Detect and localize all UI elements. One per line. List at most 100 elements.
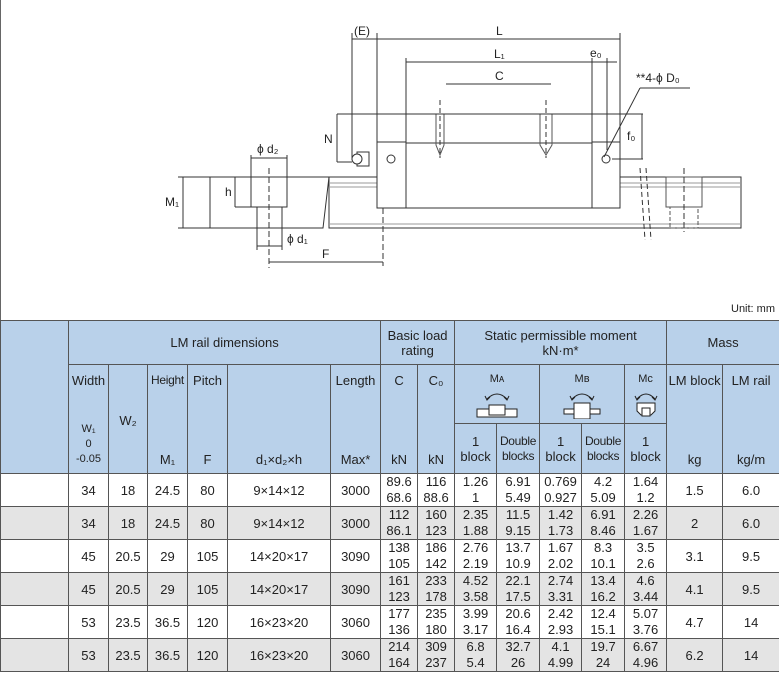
- mc-upper: 5.07: [632, 606, 659, 622]
- lm-block-label: LM block: [668, 373, 721, 388]
- length-max-label: Max*: [340, 452, 371, 467]
- mc-upper: 2.26: [632, 507, 659, 523]
- f-label: F: [203, 452, 212, 467]
- m1-label: M₁: [159, 452, 176, 467]
- mc-lower: 2.6: [636, 556, 655, 571]
- c-lower: 68.6: [386, 490, 412, 505]
- lm-rail-header: LM rail kg/m: [722, 364, 779, 474]
- width-label: Width: [71, 373, 106, 388]
- bolt-cell: 9×14×12: [227, 473, 331, 507]
- mass-block-cell: 1.5: [666, 473, 724, 507]
- c-cell: 161 123: [380, 572, 419, 606]
- f-cell: 120: [187, 605, 228, 639]
- c-cell: 177 136: [380, 605, 419, 639]
- len-cell: 3060: [329, 605, 382, 639]
- load-rating-header: Basic load rating: [380, 320, 456, 365]
- carriage-top: [405, 113, 593, 144]
- end-cap-left: [376, 141, 407, 209]
- w1-cell: 53: [68, 605, 109, 639]
- mb1-cell: 1.67 2.02: [539, 539, 583, 573]
- ma1-cell: 1.26 1: [454, 473, 498, 507]
- mb1-upper: 2.42: [547, 606, 574, 622]
- w2-header: W₂: [108, 364, 148, 474]
- length-header: Length Max*: [329, 364, 382, 474]
- ma2-upper: 11.5: [505, 507, 531, 523]
- c0-upper: 309: [425, 639, 447, 655]
- c0-header: C₀ kN: [417, 364, 456, 474]
- mb1-cell: 1.42 1.73: [539, 506, 583, 540]
- bolt-cell: 16×23×20: [227, 638, 331, 672]
- bolt-cell: 16×23×20: [227, 605, 331, 639]
- ma1-lower: 3.17: [462, 622, 489, 637]
- mb1-cell: 2.42 2.93: [539, 605, 583, 639]
- label-f0: f₀: [627, 129, 635, 143]
- c0-upper: 235: [425, 606, 447, 622]
- mb2-upper: 13.4: [590, 573, 616, 589]
- c0-cell: 116 88.6: [417, 473, 456, 507]
- model-cell: [0, 572, 69, 606]
- table-row: 53 23.5 36.5 120 16×23×20 3060 177 136 235 180 3.9…: [0, 605, 779, 639]
- ma1-upper: 6.8: [466, 639, 485, 655]
- m1-cell: 29: [147, 572, 188, 606]
- mc-cell: 4.6 3.44: [624, 572, 668, 606]
- c-upper: 161: [388, 573, 410, 589]
- bolt-cell: 14×20×17: [227, 539, 331, 573]
- c0-lower: 123: [425, 523, 447, 538]
- w1-cell: 34: [68, 506, 109, 540]
- len-cell: 3060: [329, 638, 382, 672]
- mass-rail-cell: 14: [722, 605, 779, 639]
- unit-label: Unit: mm: [731, 303, 775, 315]
- c0-upper: 160: [425, 507, 447, 523]
- ma2-cell: 22.1 17.5: [496, 572, 541, 606]
- label-E: (E): [354, 24, 370, 38]
- ma2-lower: 10.9: [505, 556, 531, 571]
- mc-cell: 2.26 1.67: [624, 506, 668, 540]
- w2-cell: 23.5: [108, 638, 148, 672]
- rolling-moment-icon: [634, 393, 658, 416]
- ma1-upper: 4.52: [462, 573, 489, 589]
- width-header: Width W₁ 0 -0.05: [68, 364, 109, 474]
- c-cell: 89.6 68.6: [380, 473, 419, 507]
- ma2-cell: 11.5 9.15: [496, 506, 541, 540]
- mc-upper: 6.67: [632, 639, 659, 655]
- ma1-lower: 5.4: [466, 655, 485, 670]
- label-C: C: [495, 69, 504, 83]
- c-lower: 105: [388, 556, 410, 571]
- mc-lower: 1.67: [632, 523, 659, 538]
- mb1-lower: 3.31: [547, 589, 574, 604]
- lm-guide-dimension-drawing: (E) L L₁ e₀ C **4-ϕ D₀ N f₀ ϕ d₂ h M₁ ϕ …: [165, 24, 742, 268]
- ma1-lower: 2.19: [462, 556, 489, 571]
- ma-header: Mᴀ: [454, 364, 541, 424]
- ma2-upper: 13.7: [505, 540, 531, 556]
- c0-cell: 160 123: [417, 506, 456, 540]
- c0-upper: 186: [425, 540, 447, 556]
- mass-block-cell: 4.1: [666, 572, 724, 606]
- mass-block-cell: 6.2: [666, 638, 724, 672]
- mb1-lower: 2.93: [547, 622, 574, 637]
- mb2-cell: 12.4 15.1: [581, 605, 626, 639]
- ma2-cell: 20.6 16.4: [496, 605, 541, 639]
- mb-header: Mʙ: [539, 364, 626, 424]
- ma1-lower: 3.58: [462, 589, 489, 604]
- mc-lower: 3.76: [632, 622, 659, 637]
- f-cell: 120: [187, 638, 228, 672]
- mb2-lower: 5.09: [590, 490, 616, 505]
- mb2-upper: 12.4: [590, 606, 616, 622]
- f-cell: 80: [187, 506, 228, 540]
- c0-cell: 309 237: [417, 638, 456, 672]
- ma2-lower: 17.5: [505, 589, 531, 604]
- label-N: N: [324, 132, 333, 146]
- len-cell: 3090: [329, 539, 382, 573]
- mc-upper: 4.6: [636, 573, 655, 589]
- m1-cell: 29: [147, 539, 188, 573]
- c-upper: 214: [388, 639, 410, 655]
- c-unit: kN: [391, 452, 407, 467]
- m1-cell: 36.5: [147, 638, 188, 672]
- ma1-upper: 2.76: [462, 540, 489, 556]
- lm-block-header: LM block kg: [666, 364, 724, 474]
- ma2-upper: 20.6: [505, 606, 531, 622]
- ma2-upper: 22.1: [505, 573, 531, 589]
- moment-header: Static permissible moment kN·m*: [454, 320, 668, 365]
- mc-lower: 1.2: [636, 490, 655, 505]
